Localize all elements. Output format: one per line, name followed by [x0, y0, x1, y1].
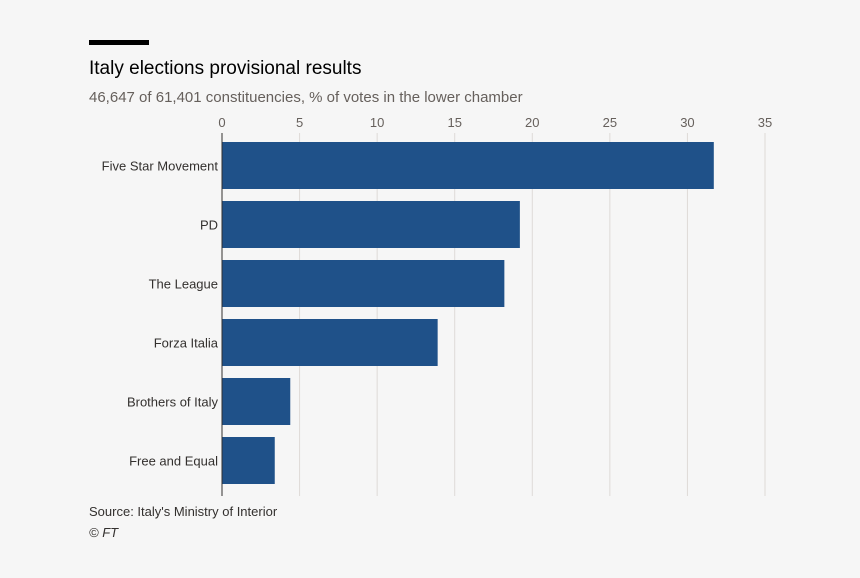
gridlines	[299, 133, 766, 496]
bar	[222, 437, 275, 484]
x-tick-label: 15	[447, 115, 461, 130]
category-label: Five Star Movement	[102, 159, 219, 174]
x-tick-label: 20	[525, 115, 539, 130]
x-tick-label: 35	[758, 115, 772, 130]
category-label: Free and Equal	[129, 454, 218, 469]
bar	[222, 201, 520, 248]
category-label: The League	[149, 277, 218, 292]
bars	[222, 142, 714, 484]
x-tick-label: 25	[603, 115, 617, 130]
bar	[222, 142, 714, 189]
copyright-note: © FT	[89, 525, 119, 540]
x-tick-label: 0	[218, 115, 225, 130]
x-axis-ticks: 0 5 10 15 20 25 30 35	[218, 115, 772, 130]
bar	[222, 319, 438, 366]
chart-subtitle: 46,647 of 61,401 constituencies, % of vo…	[89, 89, 523, 106]
category-labels: Five Star Movement PD The League Forza Ital…	[102, 159, 219, 469]
bar	[222, 378, 291, 425]
x-tick-label: 10	[370, 115, 384, 130]
chart-title: Italy elections provisional results	[89, 58, 362, 79]
category-label: PD	[200, 218, 218, 233]
x-tick-label: 5	[296, 115, 303, 130]
category-label: Forza Italia	[154, 336, 219, 351]
header-rule	[89, 40, 149, 45]
bar	[222, 260, 505, 307]
source-note: Source: Italy's Ministry of Interior	[89, 504, 278, 519]
category-label: Brothers of Italy	[127, 395, 219, 410]
x-tick-label: 30	[680, 115, 694, 130]
